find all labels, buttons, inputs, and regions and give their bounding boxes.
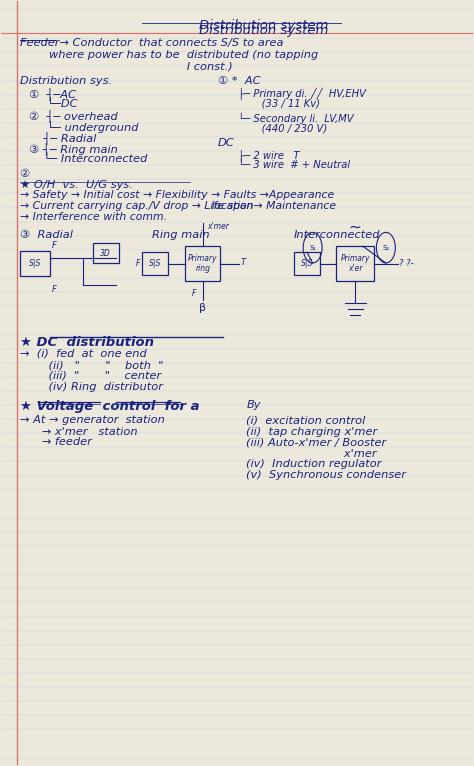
Text: where power has to be  distributed (no tapping: where power has to be distributed (no ta… xyxy=(19,50,318,60)
Text: location: location xyxy=(19,201,253,211)
Text: ① *  AC: ① * AC xyxy=(218,77,261,87)
Text: → x'mer   station: → x'mer station xyxy=(19,427,137,437)
Text: Ring main: Ring main xyxy=(152,230,210,240)
Text: (i)  excitation control: (i) excitation control xyxy=(246,415,366,425)
Text: ~: ~ xyxy=(349,220,362,234)
Text: ┤─ Radial: ┤─ Radial xyxy=(29,133,96,146)
Text: S₁: S₁ xyxy=(309,244,316,250)
Text: By: By xyxy=(246,400,261,410)
Text: └─DC: └─DC xyxy=(29,99,78,109)
Text: Primary
x'er: Primary x'er xyxy=(340,254,370,273)
Text: ★ Voltage  control  for a: ★ Voltage control for a xyxy=(19,400,199,413)
Text: β: β xyxy=(199,303,206,313)
Text: ②: ② xyxy=(19,169,30,179)
Text: ①  ┤─AC: ① ┤─AC xyxy=(29,88,76,101)
Text: Distribution system: Distribution system xyxy=(199,24,328,37)
Text: Distribution sys.: Distribution sys. xyxy=(19,77,112,87)
Text: T: T xyxy=(241,257,246,267)
Text: ③ ┤─ Ring main: ③ ┤─ Ring main xyxy=(29,143,118,156)
Text: ③  Radial: ③ Radial xyxy=(19,230,73,240)
Text: (ii)   "       "    both  ": (ii) " " both " xyxy=(34,360,163,370)
Text: ? ?-: ? ?- xyxy=(399,259,413,268)
Text: S₂: S₂ xyxy=(382,244,390,250)
Text: F: F xyxy=(52,285,56,294)
Text: Primary
ring: Primary ring xyxy=(188,254,218,273)
Text: ②  ┤─ overhead: ② ┤─ overhead xyxy=(29,110,118,123)
Text: x'mer: x'mer xyxy=(246,449,377,459)
Text: →  (i)  fed  at  one end: → (i) fed at one end xyxy=(19,349,146,358)
Text: Interconnected: Interconnected xyxy=(294,230,380,240)
Text: → Interference with comm.: → Interference with comm. xyxy=(19,211,167,221)
Text: x'mer: x'mer xyxy=(208,222,229,231)
Text: └─ 3 wire  # + Neutral: └─ 3 wire # + Neutral xyxy=(232,160,350,170)
Text: S|S: S|S xyxy=(29,259,41,268)
Text: → Safety → Initial cost → Flexibility → Faults →Appearance: → Safety → Initial cost → Flexibility → … xyxy=(19,190,334,201)
Text: (iv) Ring  distributor: (iv) Ring distributor xyxy=(34,382,163,392)
Text: (ii)  tap charging x'mer: (ii) tap charging x'mer xyxy=(246,427,378,437)
Text: Feeder→ Conductor  that connects S/S to area: Feeder→ Conductor that connects S/S to a… xyxy=(19,38,283,48)
Text: └─ Interconnected: └─ Interconnected xyxy=(29,155,147,165)
Text: (iii)  "       "    center: (iii) " " center xyxy=(34,371,161,381)
Text: → At → generator  station: → At → generator station xyxy=(19,415,164,425)
Text: S|S: S|S xyxy=(149,259,162,268)
Text: → feeder: → feeder xyxy=(19,437,91,447)
Text: S|S: S|S xyxy=(301,259,313,268)
Text: └─ underground: └─ underground xyxy=(29,121,138,133)
Text: └─ Secondary li.  LV,MV: └─ Secondary li. LV,MV xyxy=(232,113,354,123)
Text: (iv)  Induction regulator: (iv) Induction regulator xyxy=(246,460,382,470)
Text: F: F xyxy=(191,289,196,298)
Text: I const.): I const.) xyxy=(19,61,232,71)
Text: (v)  Synchronous condenser: (v) Synchronous condenser xyxy=(246,470,406,480)
Text: (440 / 230 V): (440 / 230 V) xyxy=(246,123,328,133)
Text: F: F xyxy=(136,259,140,268)
Text: ★ O/H  vs.  U/G sys.: ★ O/H vs. U/G sys. xyxy=(19,179,132,190)
Text: ├─ 2 wire   T: ├─ 2 wire T xyxy=(232,149,300,161)
Text: F: F xyxy=(52,241,56,250)
Text: ├─ Primary di. ╱╱  HV,EHV: ├─ Primary di. ╱╱ HV,EHV xyxy=(232,88,366,100)
Text: Distribution system: Distribution system xyxy=(199,19,328,32)
Text: DC: DC xyxy=(218,139,235,149)
Text: (33 / 11 Kv): (33 / 11 Kv) xyxy=(246,99,320,109)
Text: 3D: 3D xyxy=(100,248,111,257)
Text: (iii) Auto-x'mer / Booster: (iii) Auto-x'mer / Booster xyxy=(246,437,387,447)
Text: ★ DC  distribution: ★ DC distribution xyxy=(19,336,154,349)
Text: → Current carrying cap./V drop → Life span→ Maintenance: → Current carrying cap./V drop → Life sp… xyxy=(19,201,336,211)
